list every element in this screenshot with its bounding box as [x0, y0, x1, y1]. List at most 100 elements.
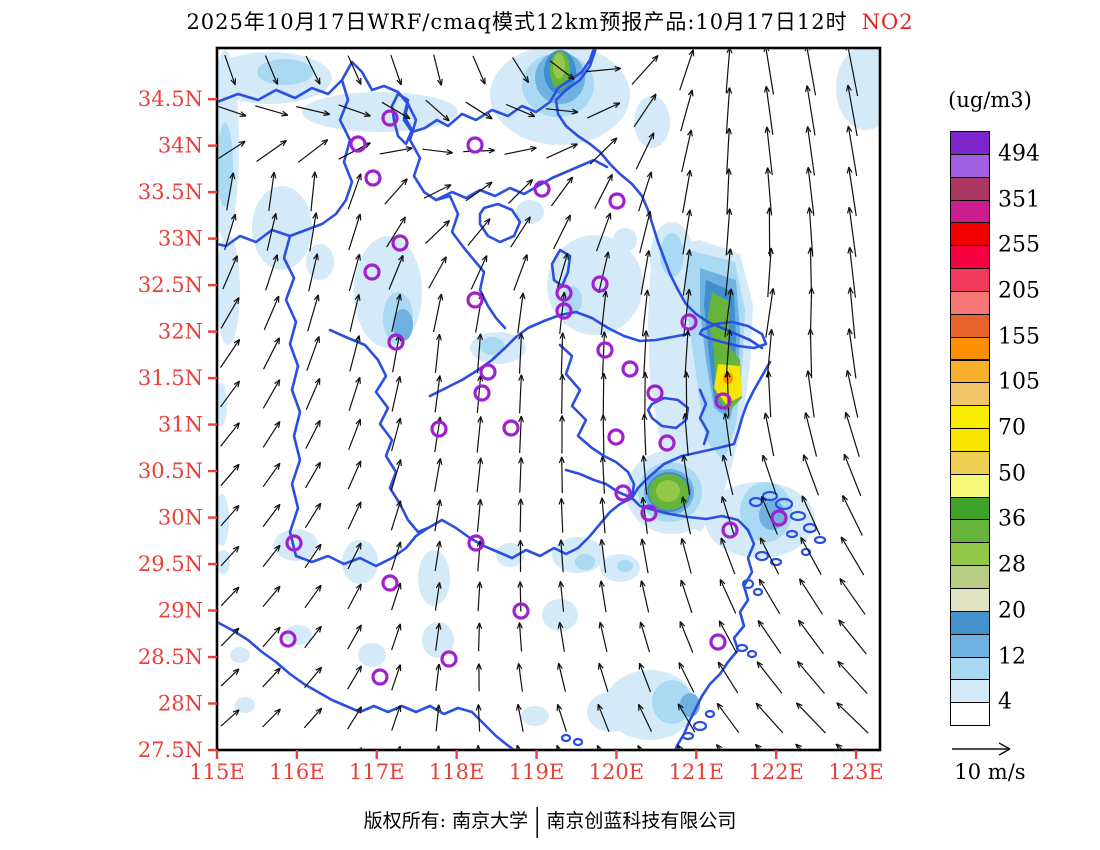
wind-arrow — [844, 411, 860, 457]
station-circle — [709, 633, 727, 651]
wind-arrow — [304, 625, 322, 649]
wind-arrow — [226, 172, 236, 211]
arrow-head — [438, 582, 442, 589]
arrow-shaft — [798, 619, 824, 655]
arrow-shaft — [435, 664, 440, 691]
no2-patch — [418, 550, 450, 606]
arrow-head — [481, 255, 488, 261]
arrow-shaft — [218, 140, 246, 160]
arrow-head — [315, 543, 322, 549]
arrow-head — [677, 744, 684, 749]
wind-arrow — [262, 503, 281, 528]
colorbar-box — [950, 336, 990, 361]
arrow-head — [646, 289, 650, 297]
arrow-head — [439, 375, 443, 382]
wind-arrow — [845, 84, 858, 137]
wind-arrow — [391, 376, 402, 412]
wind-arrow — [434, 375, 443, 413]
arrow-head — [359, 624, 362, 632]
wind-arrow — [755, 702, 784, 734]
wind-arrow — [796, 661, 826, 694]
arrow-shaft — [600, 290, 607, 336]
arrow-shaft — [843, 453, 862, 497]
arrow-shaft — [433, 458, 442, 492]
wind-arrow — [268, 171, 277, 211]
arrow-shaft — [346, 706, 363, 730]
arrow-shaft — [682, 169, 691, 214]
arrow-shaft — [508, 179, 533, 204]
colorbar-box — [950, 473, 990, 498]
arrow-head — [319, 420, 321, 427]
arrow-head — [272, 254, 278, 261]
arrow-head — [359, 747, 362, 749]
arrow-head — [562, 332, 566, 340]
arrow-head — [318, 708, 323, 715]
wind-arrow — [262, 379, 281, 409]
arrow-head — [649, 211, 652, 218]
arrow-head — [282, 110, 289, 116]
arrow-head — [767, 247, 772, 255]
wind-arrow — [835, 743, 843, 749]
arrow-head — [315, 212, 319, 220]
arrow-head — [559, 415, 563, 422]
wind-arrow — [724, 371, 731, 417]
wind-arrow — [715, 743, 723, 749]
colorbar-box — [950, 131, 990, 155]
arrow-head — [440, 78, 443, 86]
station-circle — [596, 341, 614, 359]
arrow-head — [520, 374, 525, 381]
arrow-head — [637, 745, 639, 749]
arrow-shaft — [465, 101, 493, 120]
wind-arrow — [518, 374, 525, 414]
wind-arrow — [304, 584, 322, 609]
arrow-shaft — [639, 210, 651, 254]
wind-arrow — [676, 744, 684, 749]
wind-arrow — [309, 212, 319, 252]
station-circle — [607, 428, 625, 446]
island-outline — [572, 737, 584, 747]
arrow-shaft — [348, 418, 361, 451]
wind-arrow — [637, 703, 652, 732]
arrow-head — [479, 79, 486, 85]
arrow-shaft — [476, 375, 482, 413]
arrow-head — [728, 127, 732, 135]
arrow-shaft — [434, 540, 441, 572]
arrow-shaft — [846, 370, 859, 418]
arrow-shaft — [558, 663, 566, 692]
arrow-shaft — [220, 668, 240, 687]
arrow-shaft — [262, 503, 281, 528]
arrow-shaft — [305, 378, 321, 410]
arrow-head — [274, 667, 281, 672]
arrow-head — [840, 536, 843, 544]
arrow-head — [717, 661, 720, 669]
lake-island-outline — [698, 320, 768, 350]
arrow-shaft — [434, 499, 441, 532]
arrow-shaft — [391, 623, 401, 651]
wind-arrow — [586, 102, 621, 119]
arrow-head — [689, 169, 693, 177]
arrow-head — [318, 462, 322, 469]
arrow-shaft — [390, 54, 402, 86]
arrow-head — [237, 380, 241, 388]
wind-arrow — [766, 207, 773, 257]
arrow-head — [639, 621, 642, 629]
wind-arrow — [795, 743, 802, 749]
arrow-shaft — [586, 102, 621, 119]
station-circle — [371, 668, 389, 686]
arrow-shaft — [218, 105, 247, 117]
arrow-head — [685, 249, 691, 256]
wind-arrow — [598, 621, 608, 653]
arrow-shaft — [304, 584, 322, 609]
arrow-head — [232, 627, 240, 632]
arrow-head — [522, 78, 529, 84]
arrow-head — [845, 84, 849, 92]
wind-arrow — [262, 585, 281, 608]
arrow-shaft — [425, 99, 450, 122]
colorbar-box — [950, 519, 990, 544]
arrow-shaft — [804, 412, 818, 457]
no2-patch — [422, 622, 454, 658]
arrow-head — [686, 169, 691, 176]
arrow-head — [520, 415, 525, 423]
lat-tick-label: 29.5N — [138, 552, 203, 576]
wind-arrow — [836, 702, 869, 734]
